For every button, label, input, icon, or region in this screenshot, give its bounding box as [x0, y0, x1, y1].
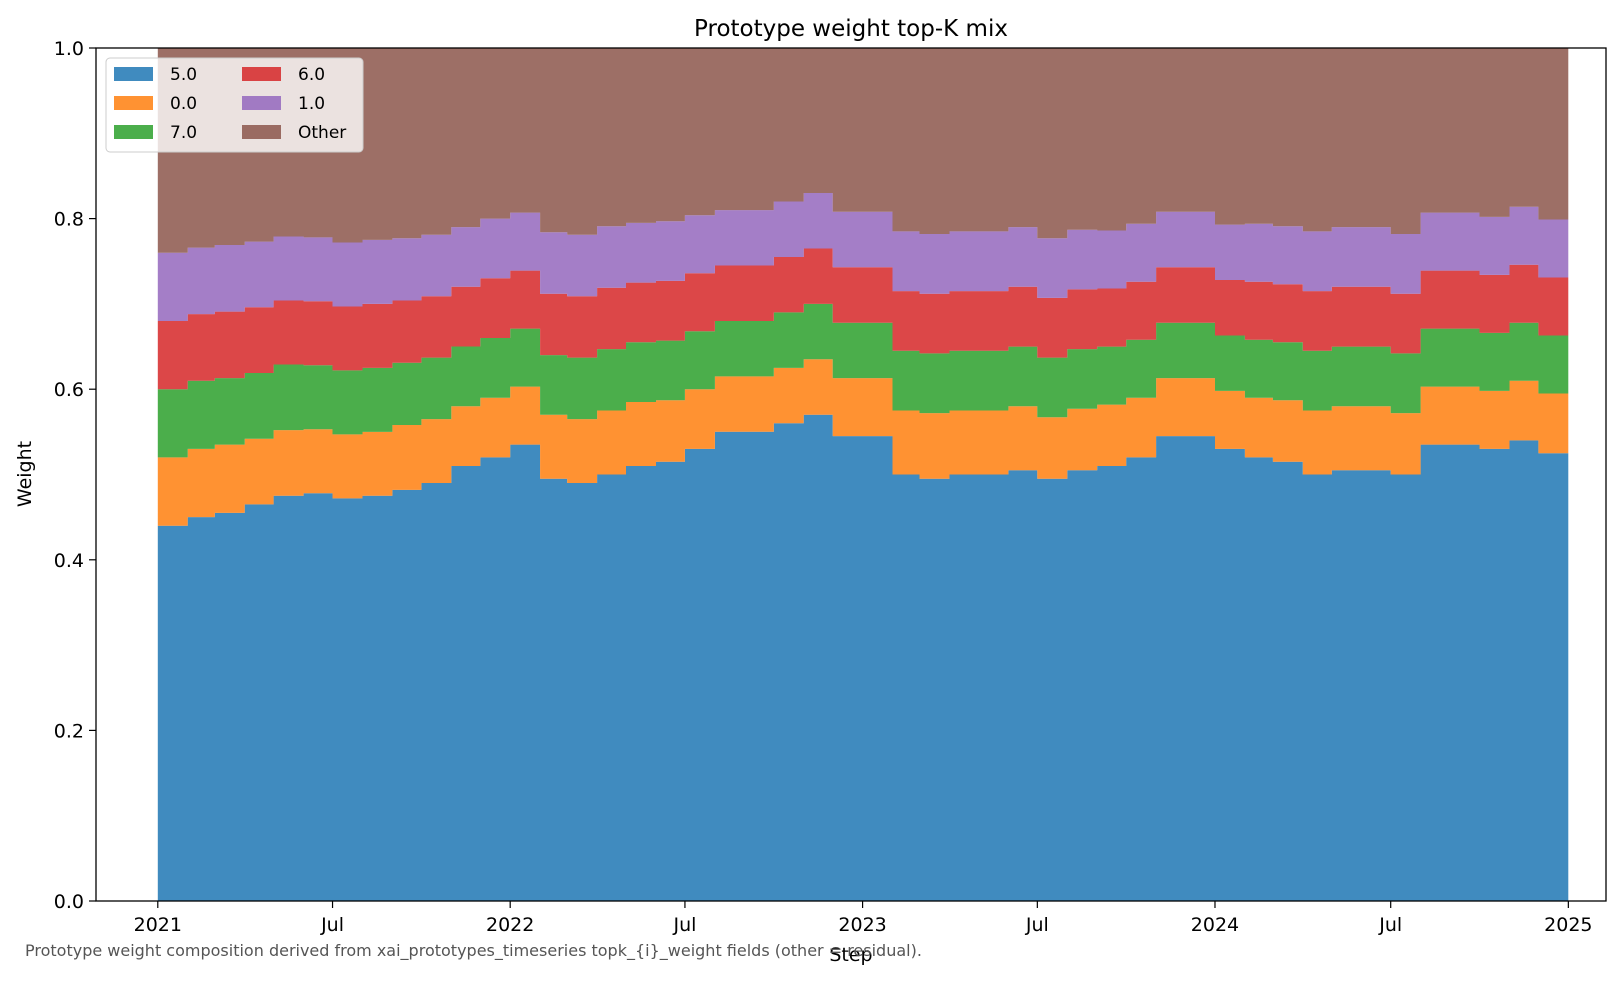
legend: 5.0 0.0 7.0 6.0 1.0 Other	[105, 57, 364, 153]
x-tick-label: 2021	[134, 914, 182, 936]
legend-label: 7.0	[170, 123, 197, 143]
legend-label: Other	[298, 123, 346, 143]
legend-swatch	[242, 96, 281, 110]
legend-swatch	[114, 67, 153, 81]
x-axis-label: Step	[829, 944, 872, 966]
x-tick-label: Jul	[1025, 914, 1049, 936]
y-tick-label: 1.0	[54, 38, 84, 60]
x-tick-label: 2025	[1544, 914, 1592, 936]
y-tick-label: 0.4	[54, 550, 84, 572]
legend-label: 6.0	[298, 65, 325, 85]
figure-caption: Prototype weight composition derived fro…	[25, 941, 922, 960]
x-tick-label: Jul	[1378, 914, 1402, 936]
y-tick-label: 0.0	[54, 891, 84, 913]
y-axis-label: Weight	[14, 441, 36, 507]
series-areas	[157, 48, 1569, 901]
legend-box	[105, 57, 364, 153]
area-0-0	[157, 359, 1569, 526]
x-tick-label: 2024	[1191, 914, 1239, 936]
area-6-0	[157, 248, 1569, 390]
legend-label: 1.0	[298, 94, 325, 114]
y-tick-label: 0.8	[54, 209, 84, 231]
legend-swatch	[114, 125, 153, 139]
x-tick-label: 2023	[838, 914, 886, 936]
axes-frame	[95, 47, 1607, 902]
legend-swatch	[114, 96, 153, 110]
chart-title: Prototype weight top-K mix	[694, 16, 1008, 42]
y-axis: 0.0 0.2 0.4 0.6 0.8 1.0	[54, 38, 96, 913]
x-axis: 2021 Jul 2022 Jul 2023 Jul 2024 Jul 2025	[134, 901, 1593, 936]
x-tick-label: Jul	[672, 914, 696, 936]
x-tick-label: 2022	[486, 914, 534, 936]
area-7-0	[157, 303, 1569, 458]
area-1-0	[157, 193, 1569, 321]
x-tick-label: Jul	[320, 914, 344, 936]
area-other	[157, 48, 1569, 253]
legend-label: 5.0	[170, 65, 197, 85]
legend-swatch	[242, 125, 281, 139]
y-tick-label: 0.6	[54, 379, 84, 401]
y-tick-label: 0.2	[54, 720, 84, 742]
legend-swatch	[242, 67, 281, 81]
legend-label: 0.0	[170, 94, 197, 114]
area-5-0	[157, 414, 1569, 901]
